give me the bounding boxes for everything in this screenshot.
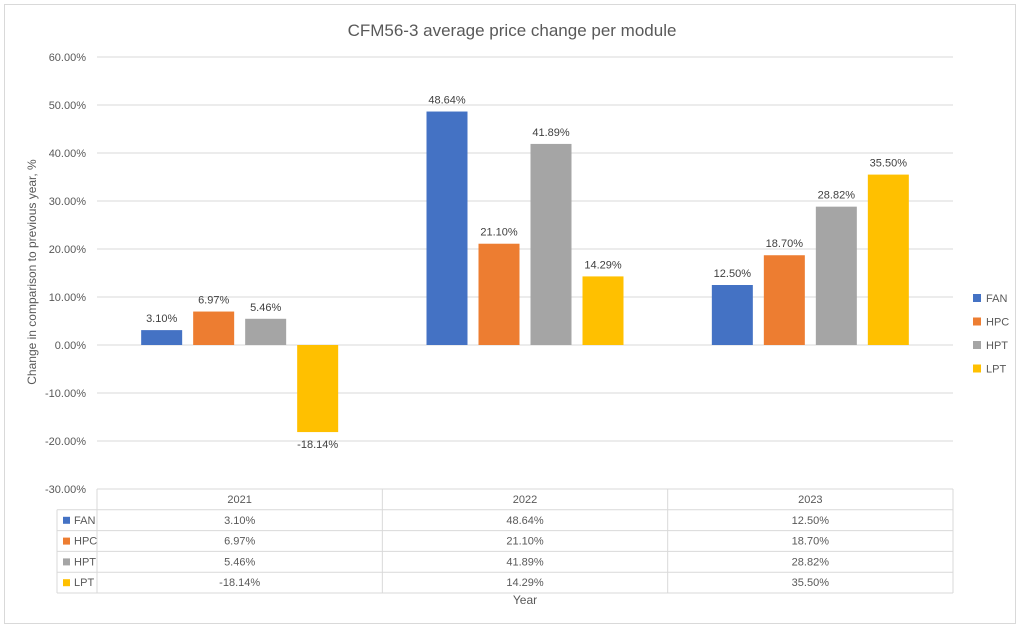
y-tick-label: -20.00% (45, 436, 86, 448)
bar-hpc-2022 (478, 243, 520, 345)
table-cell: 41.89% (506, 556, 544, 568)
table-cell: 3.10% (224, 515, 255, 527)
y-tick-label: 50.00% (49, 100, 87, 112)
table-key-hpt (63, 558, 70, 566)
y-tick-label: 20.00% (49, 244, 87, 256)
bar-lpt-2021 (297, 345, 339, 433)
data-label: 41.89% (532, 127, 570, 139)
table-cell: 18.70% (792, 536, 830, 548)
legend-key-fan (973, 294, 981, 302)
data-label: 21.10% (480, 227, 518, 239)
legend-key-hpt (973, 341, 981, 349)
table-cell: 35.50% (792, 577, 830, 589)
table-header-2023: 2023 (798, 494, 822, 506)
x-axis-label: Year (513, 593, 537, 607)
table-key-fan (63, 516, 70, 524)
y-tick-label: 30.00% (49, 196, 87, 208)
table-cell: 6.97% (224, 536, 255, 548)
table-cell: 28.82% (792, 556, 830, 568)
y-tick-label: -30.00% (45, 484, 86, 496)
table-row-label: LPT (74, 577, 94, 589)
table-row-label: FAN (74, 515, 95, 527)
legend-label-lpt: LPT (986, 364, 1006, 376)
data-label: 28.82% (818, 190, 856, 202)
table-cell: 21.10% (506, 536, 544, 548)
table-cell: 12.50% (792, 515, 830, 527)
data-label: 5.46% (250, 302, 281, 314)
data-label: 35.50% (870, 158, 908, 170)
bar-hpt-2021 (245, 318, 287, 345)
y-axis-label: Change in comparison to previous year, % (25, 159, 39, 385)
bar-fan-2022 (426, 111, 468, 345)
table-cell: 48.64% (506, 515, 544, 527)
table-header-2022: 2022 (513, 494, 537, 506)
table-key-lpt (63, 579, 70, 587)
legend-label-fan: FAN (986, 293, 1007, 305)
data-labels: 3.10% 6.97% 5.46% -18.14% 48.64% 21.10% 41.89%… (146, 95, 907, 452)
y-tick-label: 40.00% (49, 148, 87, 160)
table-row-label: HPT (74, 556, 96, 568)
legend-label-hpc: HPC (986, 317, 1009, 329)
table-cell: -18.14% (219, 577, 260, 589)
bars (141, 111, 909, 433)
legend: FAN HPC HPT LPT (973, 293, 1009, 376)
data-label: 48.64% (428, 95, 466, 107)
data-label: 12.50% (714, 268, 752, 280)
data-label: 3.10% (146, 313, 177, 325)
data-label: 6.97% (198, 295, 229, 307)
legend-key-lpt (973, 364, 981, 373)
y-tick-label: 0.00% (55, 340, 86, 352)
bar-fan-2021 (141, 330, 183, 345)
bar-hpt-2022 (530, 143, 572, 345)
table-header-2021: 2021 (227, 494, 251, 506)
bar-hpt-2023 (815, 206, 857, 345)
data-label: -18.14% (297, 439, 338, 451)
bar-hpc-2021 (193, 311, 235, 345)
chart-title: CFM56-3 average price change per module (348, 21, 677, 40)
data-table: 2021 2022 2023 FAN 3.10% 48.64% 12.50% HPC 6.97%… (56, 488, 954, 594)
legend-key-hpc (973, 317, 981, 326)
table-cell: 5.46% (224, 556, 255, 568)
y-tick-label: 10.00% (49, 292, 87, 304)
table-row-label: HPC (74, 536, 97, 548)
y-tick-labels: -30.00% -20.00% -10.00% 0.00% 10.00% 20.00% 30… (45, 52, 86, 496)
y-tick-label: -10.00% (45, 388, 86, 400)
y-tick-label: 60.00% (49, 52, 87, 64)
data-label: 18.70% (766, 238, 804, 250)
bar-hpc-2023 (763, 255, 805, 345)
table-cell: 14.29% (506, 577, 544, 589)
bar-lpt-2023 (867, 174, 909, 345)
bar-lpt-2022 (582, 276, 624, 345)
data-label: 14.29% (584, 259, 622, 271)
legend-label-hpt: HPT (986, 340, 1008, 352)
table-key-hpc (63, 537, 70, 545)
bar-fan-2023 (711, 285, 753, 345)
